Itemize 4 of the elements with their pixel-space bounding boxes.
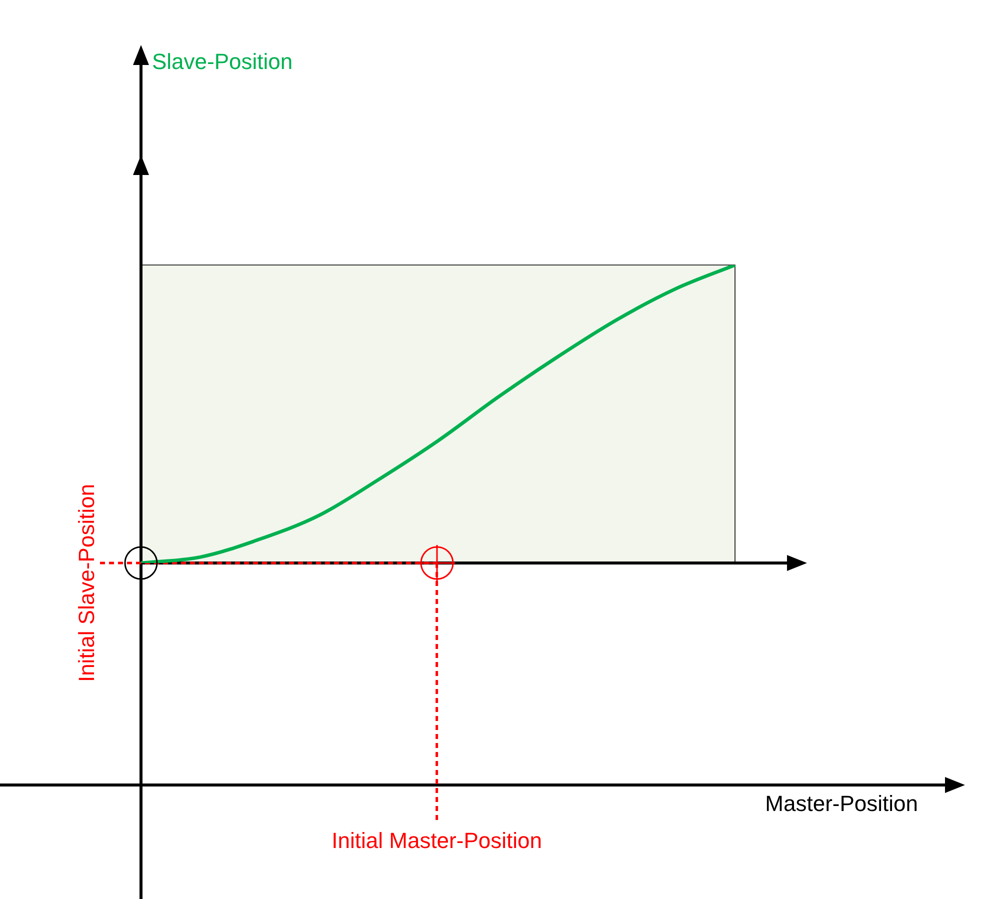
text: Initial Slave-Position	[74, 484, 100, 682]
text: Slave-Position	[152, 49, 293, 74]
text: Initial Master-Position	[332, 828, 542, 854]
text: Master-Position	[765, 791, 918, 816]
